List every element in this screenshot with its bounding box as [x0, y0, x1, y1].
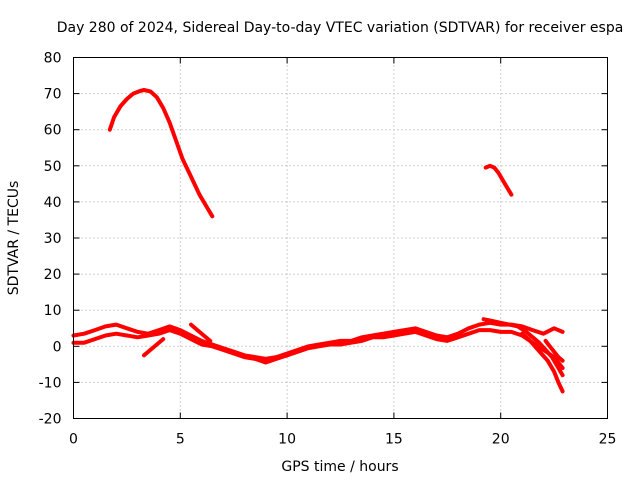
series-line-arc-2 — [483, 163, 514, 197]
x-tick-label: 5 — [176, 432, 185, 448]
series-group — [71, 88, 565, 394]
x-tick-label: 25 — [599, 432, 617, 448]
y-tick-label: -20 — [39, 412, 62, 428]
series-line-band-5 — [142, 337, 166, 358]
x-tick-label: 0 — [69, 432, 78, 448]
y-tick-label: 30 — [44, 231, 62, 247]
series-line-band-2 — [71, 328, 565, 370]
x-axis-label: GPS time / hours — [281, 459, 398, 475]
chart-title: Day 280 of 2024, Sidereal Day-to-day VTE… — [57, 20, 624, 36]
grid — [73, 57, 608, 419]
y-axis-label: SDTVAR / TECUs — [6, 181, 22, 296]
y-tick-label: -10 — [39, 375, 62, 391]
y-tick-label: 50 — [44, 159, 62, 175]
x-tick-label: 20 — [492, 432, 510, 448]
y-tick-label: 10 — [44, 303, 62, 319]
y-tick-label: 0 — [53, 339, 62, 355]
ticks: 0 5 10 15 20 25 -20 -10 0 10 20 30 40 50 60 70 80 — [39, 51, 617, 448]
y-tick-label: 70 — [44, 87, 62, 103]
y-tick-label: 60 — [44, 123, 62, 139]
series-line-band-4 — [520, 331, 565, 394]
series-line-band-3 — [481, 317, 565, 378]
y-tick-label: 20 — [44, 267, 62, 283]
x-tick-label: 10 — [278, 432, 296, 448]
series-line-band-7 — [543, 338, 565, 363]
y-tick-label: 80 — [44, 51, 62, 67]
y-tick-label: 40 — [44, 195, 62, 211]
x-tick-label: 15 — [385, 432, 403, 448]
series-line-arc-1 — [107, 88, 215, 219]
series-line-band-6 — [189, 322, 213, 343]
